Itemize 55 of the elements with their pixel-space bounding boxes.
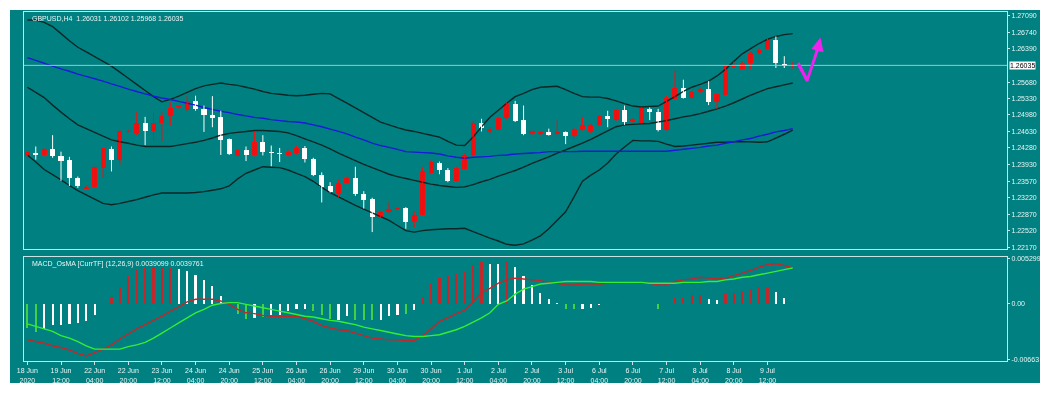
bar bbox=[194, 274, 197, 304]
bar bbox=[144, 267, 147, 304]
bar bbox=[421, 296, 424, 304]
bar bbox=[774, 291, 777, 304]
bar bbox=[455, 273, 458, 304]
line-series bbox=[26, 82, 794, 189]
bar bbox=[547, 299, 550, 304]
bar bbox=[732, 292, 735, 304]
bar bbox=[93, 303, 96, 315]
bar bbox=[438, 278, 441, 304]
bar bbox=[757, 287, 761, 304]
bar bbox=[295, 303, 298, 310]
bar bbox=[379, 303, 382, 320]
bar bbox=[741, 290, 744, 304]
candlestick bbox=[529, 130, 535, 136]
bar bbox=[699, 295, 702, 304]
bar bbox=[673, 297, 677, 304]
bar bbox=[118, 286, 121, 304]
bar bbox=[177, 268, 180, 304]
bar bbox=[135, 269, 138, 304]
bar bbox=[783, 297, 786, 304]
bar bbox=[446, 276, 449, 304]
bar bbox=[152, 267, 155, 304]
bar bbox=[539, 293, 542, 304]
bar bbox=[396, 303, 399, 315]
bar bbox=[682, 297, 685, 304]
bar bbox=[354, 303, 357, 320]
candlestick bbox=[361, 190, 367, 210]
candlestick bbox=[537, 131, 543, 136]
candlestick bbox=[579, 116, 585, 131]
line-series bbox=[26, 129, 794, 246]
bar bbox=[581, 303, 584, 310]
candlestick bbox=[546, 128, 552, 137]
bar bbox=[429, 284, 433, 304]
bar bbox=[169, 267, 172, 304]
bar bbox=[59, 303, 63, 325]
bar bbox=[749, 289, 752, 304]
bar bbox=[690, 295, 693, 304]
bar bbox=[564, 303, 567, 309]
bar bbox=[160, 267, 164, 304]
bar bbox=[68, 303, 71, 324]
candlestick bbox=[563, 130, 569, 145]
bar bbox=[766, 287, 769, 304]
bar bbox=[51, 303, 54, 325]
bar bbox=[337, 303, 340, 320]
bar bbox=[127, 276, 130, 304]
bar bbox=[657, 303, 660, 309]
bar bbox=[707, 299, 710, 304]
bar bbox=[110, 296, 113, 304]
bar bbox=[404, 303, 407, 314]
bar bbox=[715, 300, 719, 304]
bar bbox=[329, 303, 332, 319]
line-series bbox=[26, 56, 794, 159]
bar bbox=[724, 294, 727, 304]
bar bbox=[463, 272, 466, 304]
